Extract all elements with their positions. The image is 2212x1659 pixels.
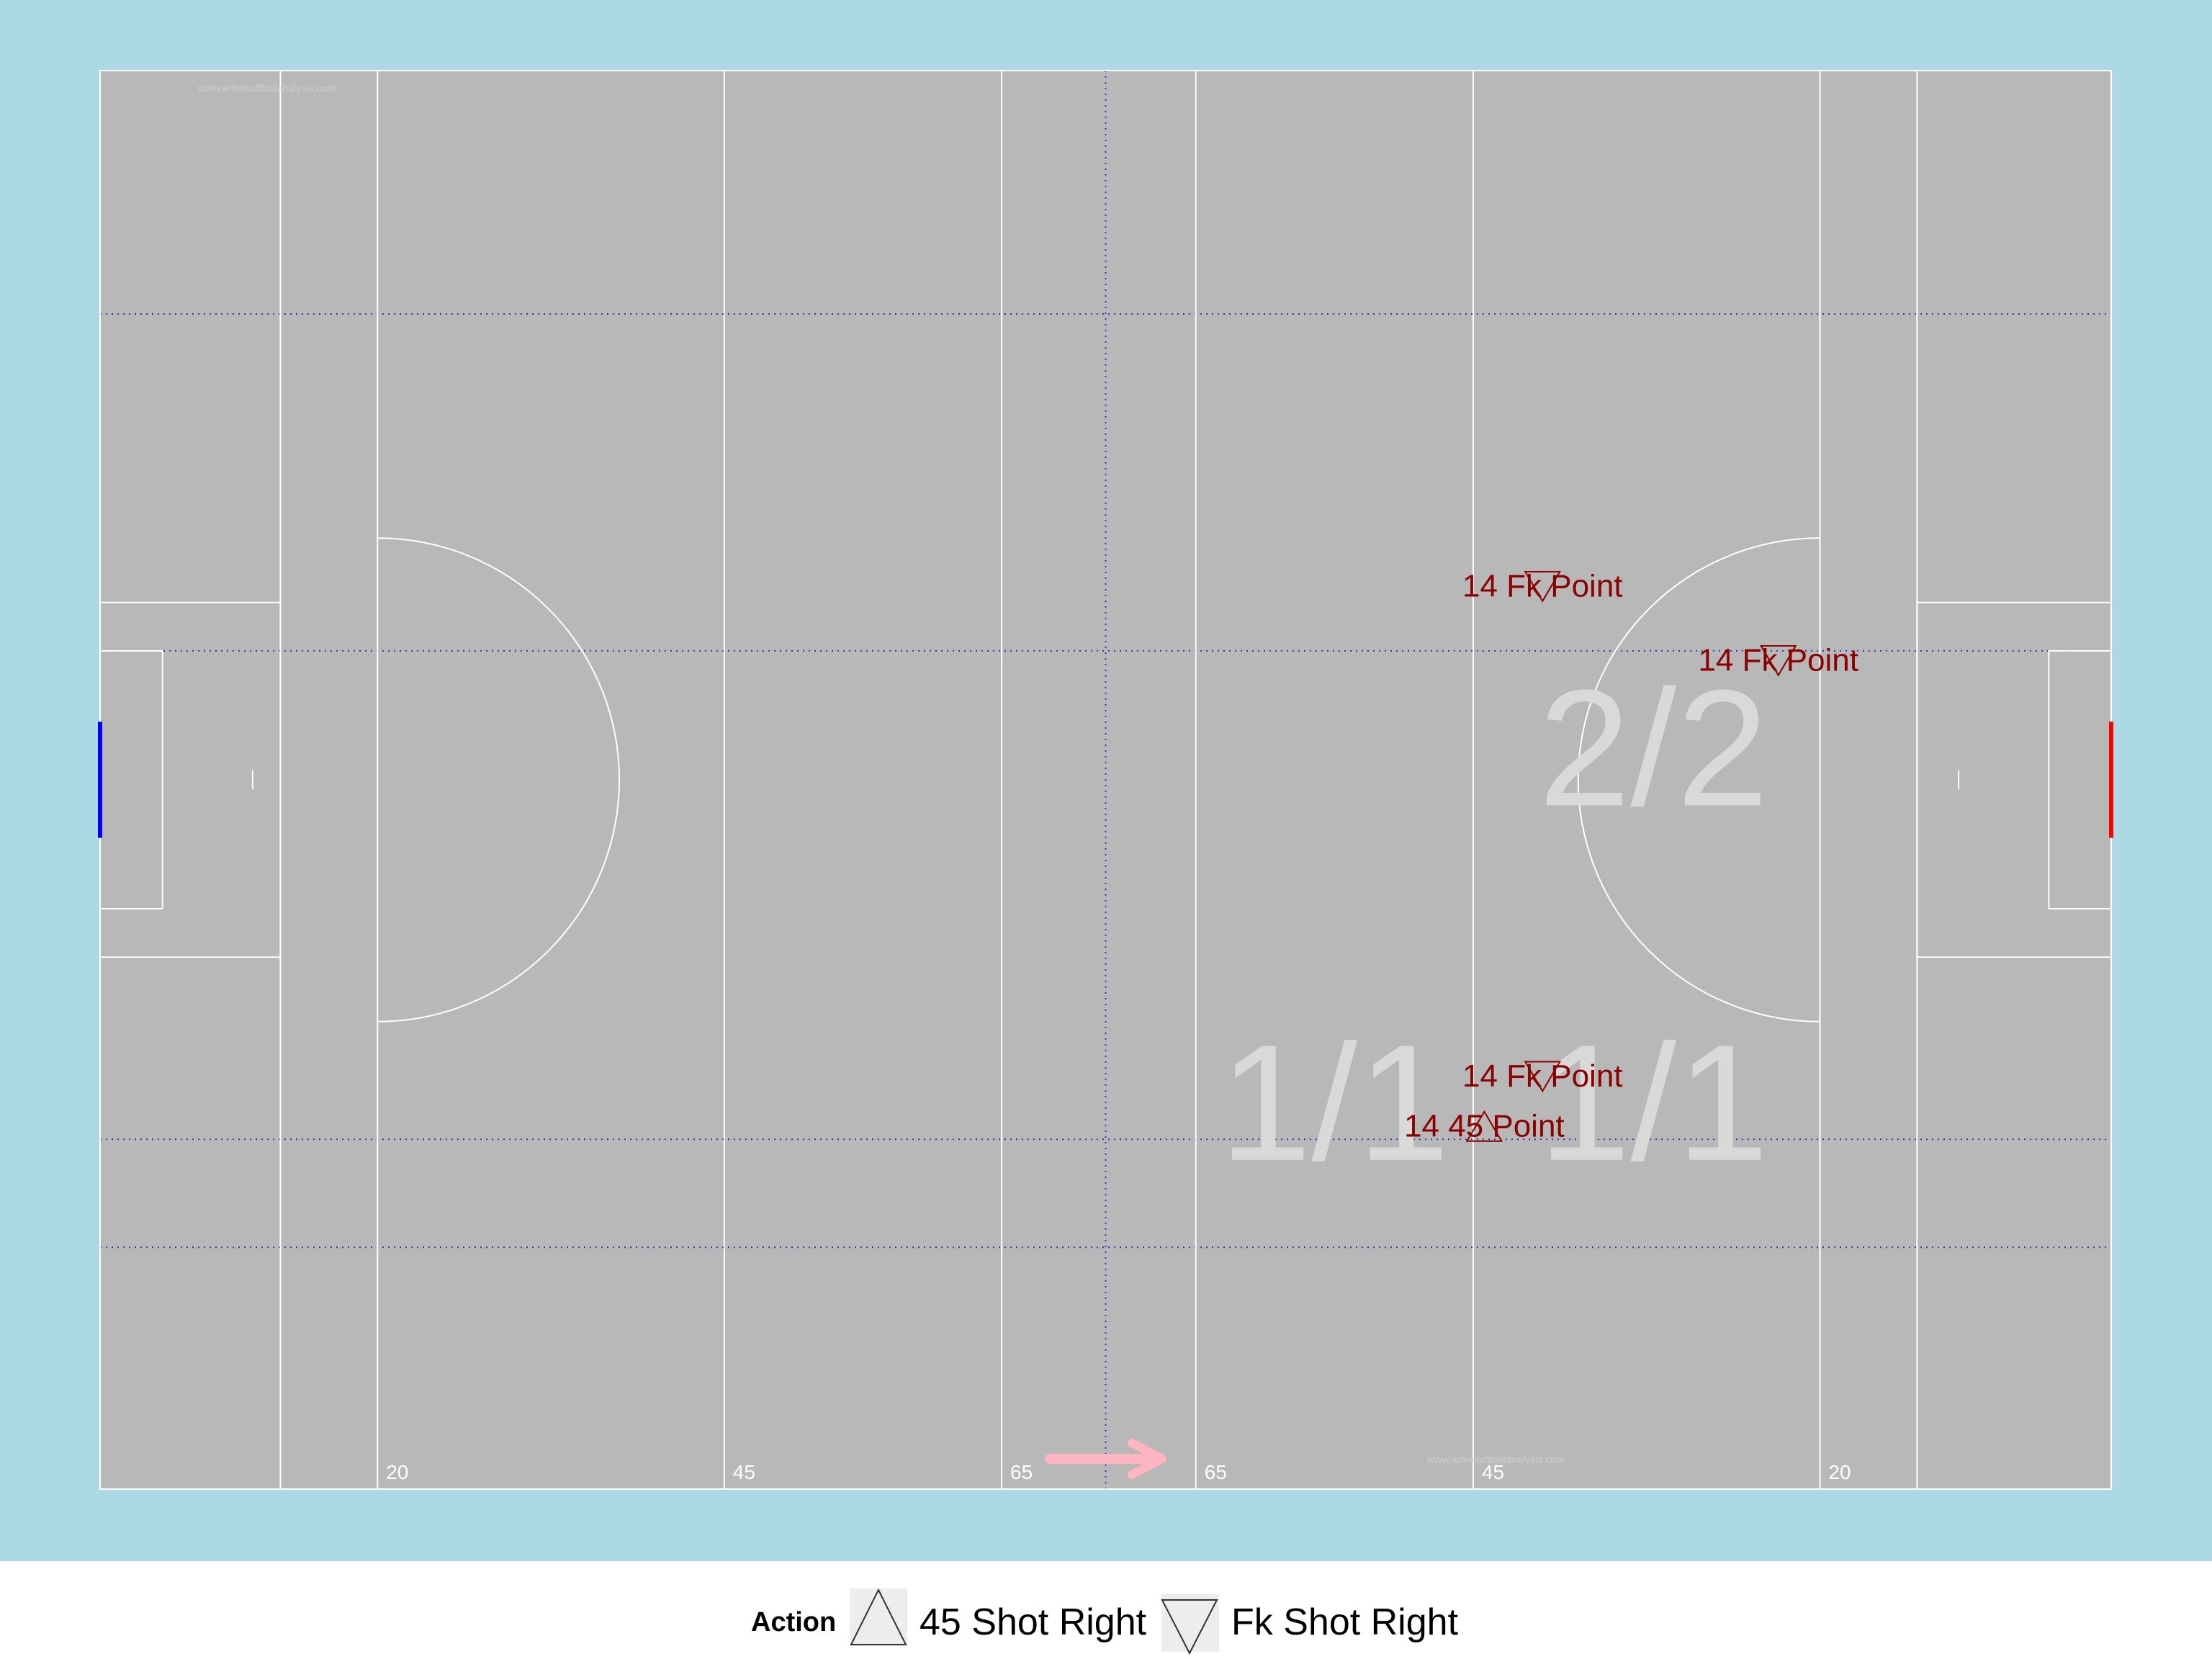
arc-right	[1577, 537, 1820, 1022]
legend-triangle-up-icon	[850, 1588, 907, 1645]
shot-label-0: 14 Fk Point	[1462, 568, 1623, 603]
legend-swatch-bg-down	[1161, 1594, 1219, 1652]
distance-label-2: 65	[1010, 1461, 1033, 1483]
distance-label-5: 20	[1828, 1461, 1851, 1483]
shot-marker-3	[1465, 1110, 1503, 1142]
shot-label-2: 14 Fk Point	[1462, 1058, 1623, 1094]
legend-entry-45-shot-right: 45 Shot Right	[920, 1601, 1147, 1643]
distance-labels: 20 45 65 65 45 20	[386, 1461, 1851, 1483]
shot-label-3: 14 45 Point	[1404, 1108, 1565, 1143]
pitch-markings	[98, 70, 2113, 1490]
zone-label-0: 1/1	[1219, 1010, 1449, 1195]
shot-marker-2	[1524, 1061, 1562, 1093]
legend-entry-fk-shot-right: Fk Shot Right	[1231, 1601, 1459, 1643]
shot-marker-0	[1524, 570, 1562, 603]
legend-title: Action	[751, 1607, 836, 1637]
grid-lines	[100, 71, 2111, 1489]
zone-labels: 1/1 1/1 2/2	[1219, 655, 1768, 1195]
legend-swatch-bg-up	[850, 1588, 907, 1646]
direction-arrow	[1045, 1439, 1166, 1479]
arc-left	[377, 537, 621, 1022]
legend-background	[0, 1561, 2212, 1659]
watermark-top: www.wilnesoftballanalysis.com	[197, 82, 336, 94]
distance-label-0: 20	[386, 1461, 408, 1483]
distance-label-4: 45	[1482, 1461, 1504, 1483]
zone-label-2: 2/2	[1538, 655, 1768, 840]
shot-label-1: 14 Fk Point	[1698, 642, 1858, 678]
distance-label-3: 65	[1205, 1461, 1227, 1483]
shot-points: 14 Fk Point 14 Fk Point 14 Fk Point 14 45 P…	[1404, 568, 1858, 1143]
distance-label-1: 45	[733, 1461, 755, 1483]
watermark-bottom: www.wilnesoftballanalysis.com	[1426, 1454, 1565, 1465]
legend-triangle-down-icon	[1161, 1599, 1218, 1655]
shot-marker-1	[1759, 644, 1797, 677]
legend: Action 45 Shot Right Fk Shot Right	[751, 1588, 1459, 1655]
zone-label-1: 1/1	[1538, 1010, 1768, 1195]
